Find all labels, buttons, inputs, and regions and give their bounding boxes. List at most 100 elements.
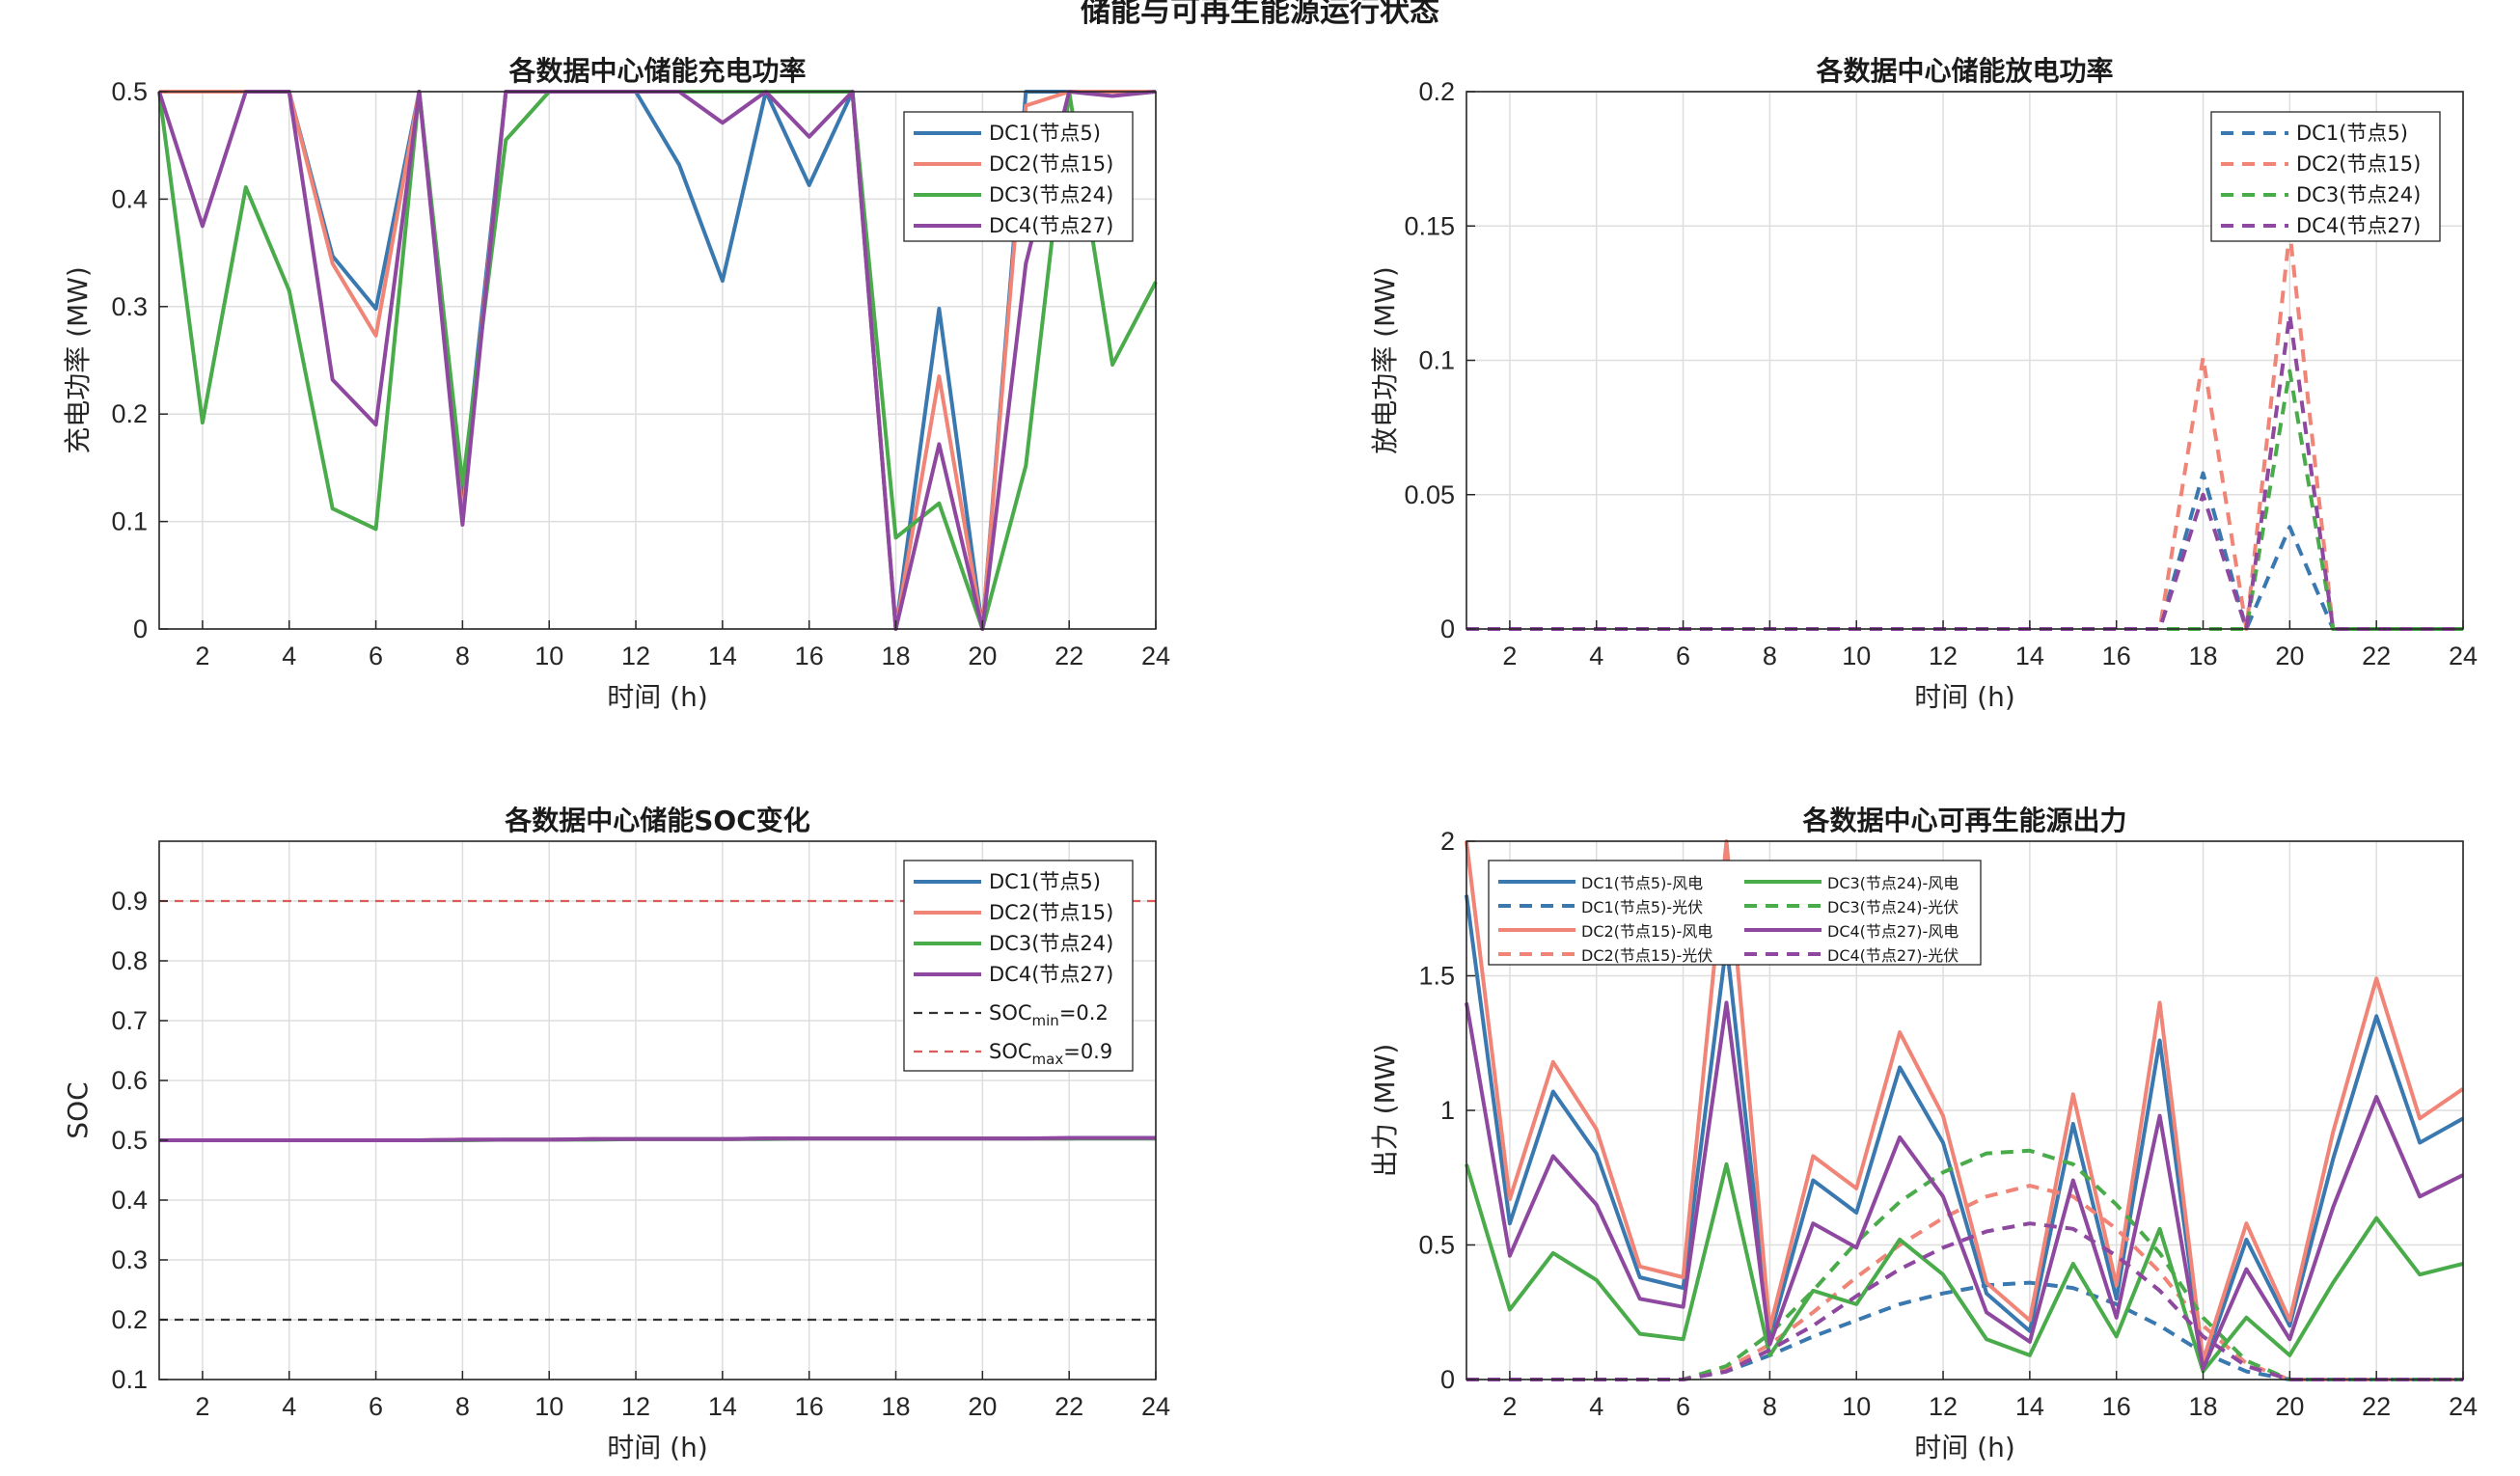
x-tick-label: 24 <box>1141 1392 1170 1421</box>
legend-label: DC4(节点27)-风电 <box>1827 922 1958 941</box>
y-tick-label: 0 <box>133 615 148 643</box>
series-line-4 <box>159 1135 1156 1142</box>
x-tick-label: 12 <box>621 1392 650 1421</box>
x-tick-label: 2 <box>195 642 209 670</box>
x-tick-label: 20 <box>2275 1392 2304 1421</box>
y-tick-label: 2 <box>1440 827 1455 856</box>
x-tick-label: 14 <box>2015 642 2044 670</box>
x-tick-label: 14 <box>708 1392 737 1421</box>
chart-title: 各数据中心可再生能源出力 <box>1801 805 2126 836</box>
y-axis-label: SOC <box>62 1081 94 1138</box>
x-tick-label: 12 <box>1929 1392 1958 1421</box>
legend: DC1(节点5)-风电 DC1(节点5)-光伏 DC2(节点15)-风电 DC2(节点… <box>1488 860 1982 966</box>
x-tick-label: 2 <box>195 1392 209 1421</box>
y-axis-label: 出力 (MW) <box>1369 1044 1401 1178</box>
y-tick-label: 0.1 <box>111 1365 148 1394</box>
x-axis-label: 时间 (h) <box>1914 681 2015 713</box>
legend-label: DC1(节点5) <box>2296 122 2408 145</box>
y-axis-label: 充电功率 (MW) <box>62 266 94 454</box>
legend-label: SOCmax=0.9 <box>989 1040 1112 1068</box>
chart-title: 各数据中心储能放电功率 <box>1815 55 2113 87</box>
legend-label: DC1(节点5)-风电 <box>1581 874 1703 892</box>
x-tick-label: 20 <box>968 642 997 670</box>
y-tick-label: 0.2 <box>111 399 148 428</box>
x-tick-label: 22 <box>1055 642 1083 670</box>
x-axis-label: 时间 (h) <box>607 1432 708 1463</box>
legend-label: DC2(节点15) <box>989 152 1113 176</box>
series-line-3 <box>1465 839 2465 1363</box>
x-tick-label: 24 <box>2449 642 2478 670</box>
x-tick-label: 16 <box>2102 1392 2131 1421</box>
x-tick-label: 10 <box>534 1392 563 1421</box>
legend-label: DC3(节点24) <box>2296 183 2421 206</box>
x-tick-label: 14 <box>2015 1392 2044 1421</box>
legend-label: DC3(节点24)-风电 <box>1827 874 1958 892</box>
x-tick-label: 12 <box>1929 642 1958 670</box>
series-line-1 <box>1465 894 2464 1368</box>
legend-label: DC2(节点15) <box>2296 152 2421 176</box>
legend-label: SOCmin=0.2 <box>989 1001 1109 1029</box>
legend-label: DC4(节点27) <box>989 963 1113 986</box>
x-tick-label: 8 <box>455 1392 470 1421</box>
legend-label: DC3(节点24) <box>989 932 1113 955</box>
legend-label: DC2(节点15) <box>989 901 1113 924</box>
x-tick-label: 4 <box>1589 642 1603 670</box>
legend-box <box>903 860 1134 1072</box>
x-tick-label: 18 <box>881 642 910 670</box>
x-tick-label: 8 <box>1763 642 1777 670</box>
x-tick-label: 14 <box>708 642 737 670</box>
legend-label: DC3(节点24) <box>989 183 1113 206</box>
x-tick-label: 20 <box>2275 642 2304 670</box>
legend-label: DC4(节点27) <box>989 214 1113 237</box>
axes-frame <box>158 840 1157 1380</box>
chart-title: 各数据中心储能充电功率 <box>507 55 806 87</box>
x-tick-label: 2 <box>1502 1392 1517 1421</box>
y-tick-label: 0.3 <box>111 1245 148 1274</box>
x-tick-label: 10 <box>1842 1392 1871 1421</box>
legend-label: DC2(节点15)-风电 <box>1581 922 1712 941</box>
y-tick-label: 0.5 <box>111 1126 148 1155</box>
y-tick-label: 0.15 <box>1404 211 1455 240</box>
x-tick-label: 6 <box>369 642 383 670</box>
x-tick-label: 20 <box>968 1392 997 1421</box>
x-tick-label: 6 <box>1676 642 1690 670</box>
legend: DC1(节点5) DC2(节点15) DC3(节点24) DC4(节点27) <box>903 111 1134 242</box>
figure-title: 储能与可再生能源运行状态 <box>1081 0 1439 29</box>
series-line-5 <box>1465 1162 2464 1374</box>
x-tick-label: 18 <box>881 1392 910 1421</box>
soc-chart: 2 4 6 8 10 12 14 16 18 20 22 240.10.20.30.40.50.60.… <box>62 805 1170 1463</box>
chart-title: 各数据中心储能SOC变化 <box>504 805 810 836</box>
y-tick-label: 1 <box>1440 1096 1455 1125</box>
y-tick-label: 0.2 <box>1418 77 1455 106</box>
x-tick-label: 12 <box>621 642 650 670</box>
y-tick-label: 0.2 <box>111 1305 148 1334</box>
y-tick-label: 0.5 <box>111 77 148 106</box>
x-tick-label: 16 <box>795 1392 824 1421</box>
x-tick-label: 24 <box>1141 642 1170 670</box>
y-tick-label: 0.5 <box>1418 1231 1455 1260</box>
x-tick-label: 4 <box>1589 1392 1603 1421</box>
axes-frame <box>158 91 1157 630</box>
x-tick-label: 16 <box>795 642 824 670</box>
y-tick-label: 0.05 <box>1404 480 1455 509</box>
x-axis-label: 时间 (h) <box>1914 1432 2015 1463</box>
charge-power-chart: 2 4 6 8 10 12 14 16 18 20 22 2400.10.20.30.40.5各数据中… <box>62 55 1170 713</box>
legend-label: DC1(节点5) <box>989 870 1101 893</box>
legend-label: DC4(节点27)-光伏 <box>1827 946 1958 965</box>
y-tick-label: 0.1 <box>1418 346 1455 375</box>
y-tick-label: 0.9 <box>111 887 148 916</box>
y-tick-label: 0.6 <box>111 1066 148 1095</box>
series-line-7 <box>1465 1000 2464 1371</box>
x-tick-label: 4 <box>282 1392 296 1421</box>
y-tick-label: 0 <box>1440 1365 1455 1394</box>
y-tick-label: 0.8 <box>111 946 148 975</box>
legend-label: DC3(节点24)-光伏 <box>1827 898 1958 916</box>
x-tick-label: 22 <box>1055 1392 1083 1421</box>
x-tick-label: 22 <box>2362 642 2391 670</box>
x-tick-label: 4 <box>282 642 296 670</box>
renewable-output-chart: 2 4 6 8 10 12 14 16 18 20 22 2400.511.52各数据中心可再生能源出… <box>1369 805 2478 1463</box>
discharge-power-chart: 2 4 6 8 10 12 14 16 18 20 22 2400.050.10.150.2各数据中心… <box>1369 55 2478 713</box>
x-tick-label: 6 <box>369 1392 383 1421</box>
x-tick-label: 16 <box>2102 642 2131 670</box>
